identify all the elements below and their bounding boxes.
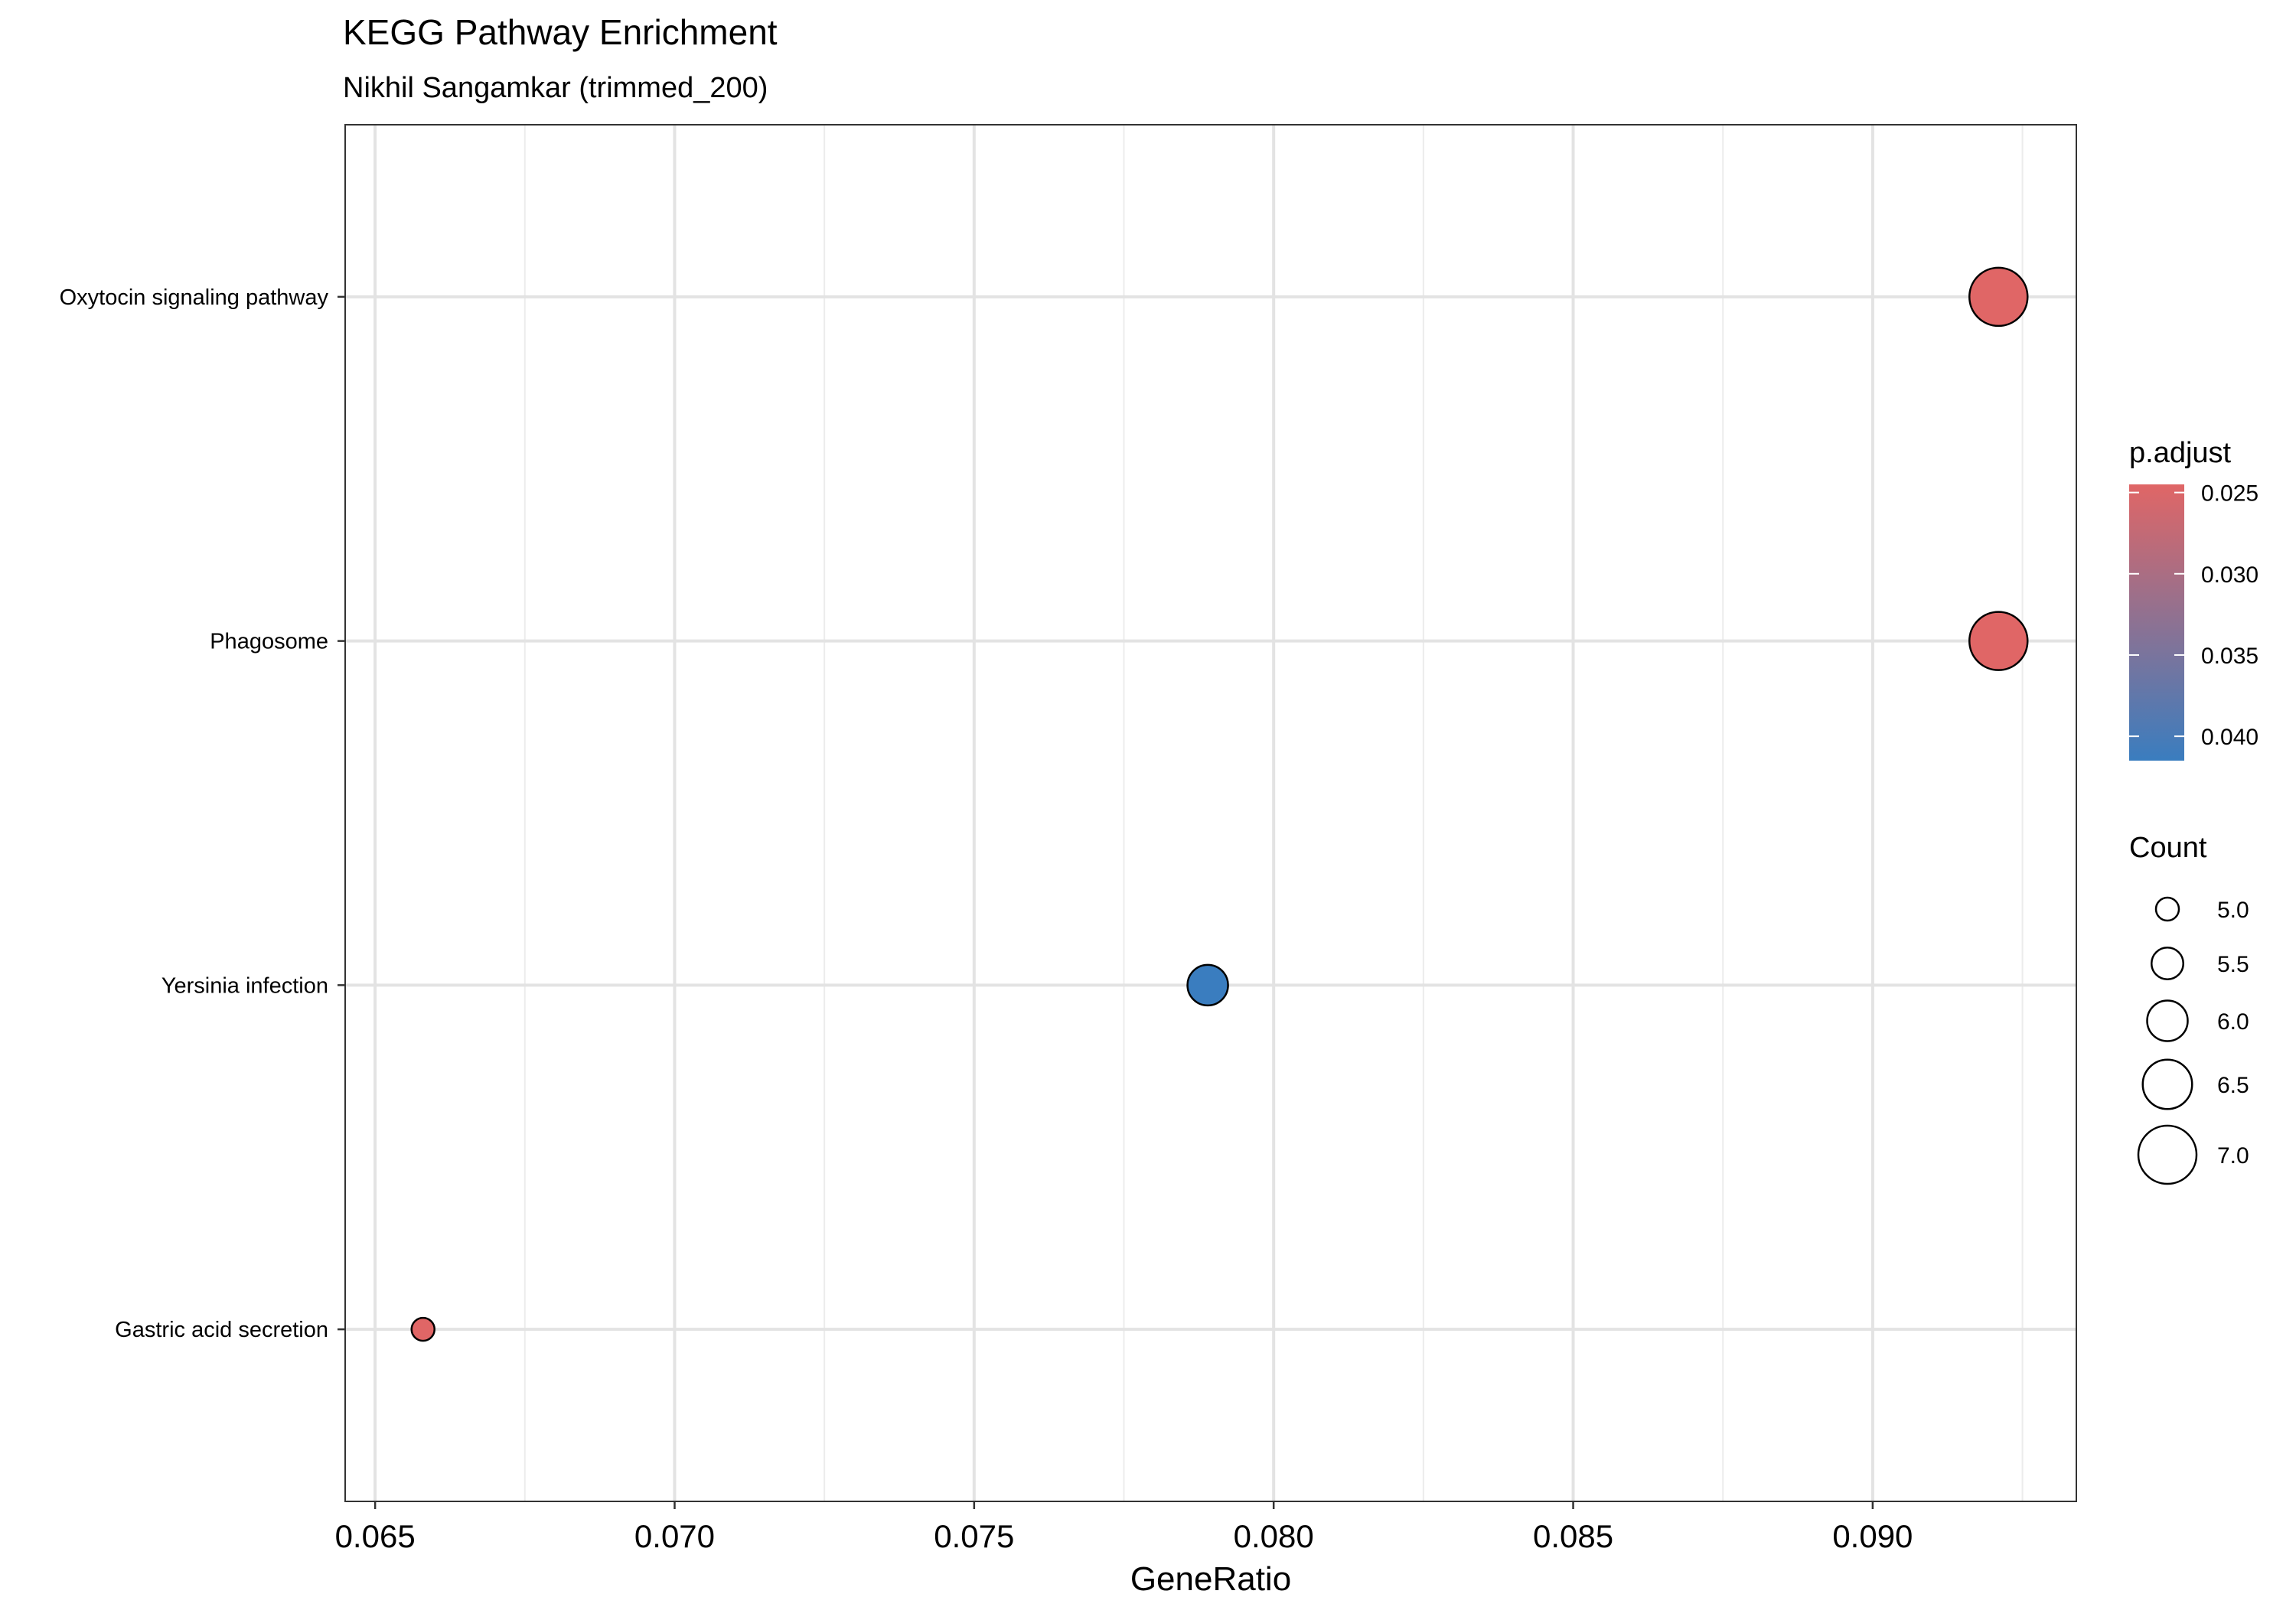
y-tick-label: Yersinia infection <box>161 973 328 998</box>
color-legend: p.adjust 0.025 0.030 0.035 0.040 <box>2129 437 2258 761</box>
chart-title: KEGG Pathway Enrichment <box>343 12 778 52</box>
y-axis: Oxytocin signaling pathway Phagosome Yersi… <box>60 285 345 1342</box>
color-legend-tick-label: 0.030 <box>2201 562 2258 588</box>
x-tick-label: 0.065 <box>335 1518 416 1554</box>
data-point <box>1968 611 2029 671</box>
chart-subtitle: Nikhil Sangamkar (trimmed_200) <box>343 72 768 104</box>
x-tick-label: 0.080 <box>1234 1518 1314 1554</box>
y-tick-label: Oxytocin signaling pathway <box>60 285 329 310</box>
size-legend-key <box>2154 896 2180 922</box>
color-legend-tick-label: 0.025 <box>2201 481 2258 507</box>
x-axis-title: GeneRatio <box>1130 1560 1291 1598</box>
y-tick-label: Gastric acid secretion <box>115 1318 328 1342</box>
x-tick-label: 0.070 <box>634 1518 715 1554</box>
data-point <box>1968 266 2029 328</box>
x-tick-label: 0.075 <box>934 1518 1014 1554</box>
color-legend-ticks: 0.025 0.030 0.035 0.040 <box>2129 481 2258 750</box>
size-legend-label: 6.0 <box>2217 1009 2249 1035</box>
size-legend-key <box>2146 999 2189 1042</box>
plot-panel-border <box>344 124 2077 1502</box>
size-legend-keys: 5.0 5.5 6.0 6.5 7.0 <box>2137 896 2249 1185</box>
size-legend-label: 7.0 <box>2217 1143 2249 1169</box>
color-legend-title: p.adjust <box>2129 437 2232 469</box>
size-legend-key <box>2151 947 2184 980</box>
size-legend: Count 5.0 5.5 6.0 6.5 7.0 <box>2129 832 2249 1185</box>
x-axis: 0.065 0.070 0.075 0.080 0.085 0.090 <box>335 1501 1913 1554</box>
data-points <box>410 266 2029 1342</box>
plot-panel-background <box>345 125 2076 1501</box>
data-point <box>1186 963 1229 1007</box>
x-tick-label: 0.090 <box>1832 1518 1913 1554</box>
size-legend-title: Count <box>2129 832 2207 864</box>
color-legend-tick-label: 0.040 <box>2201 725 2258 750</box>
color-legend-bar <box>2129 484 2184 761</box>
color-legend-tick-label: 0.035 <box>2201 644 2258 669</box>
size-legend-label: 5.5 <box>2217 952 2249 977</box>
size-legend-key <box>2141 1058 2193 1110</box>
size-legend-key <box>2137 1124 2198 1185</box>
y-tick-label: Phagosome <box>210 630 328 654</box>
x-tick-label: 0.085 <box>1533 1518 1613 1554</box>
size-legend-label: 6.5 <box>2217 1073 2249 1098</box>
size-legend-label: 5.0 <box>2217 898 2249 923</box>
data-point <box>410 1316 436 1342</box>
